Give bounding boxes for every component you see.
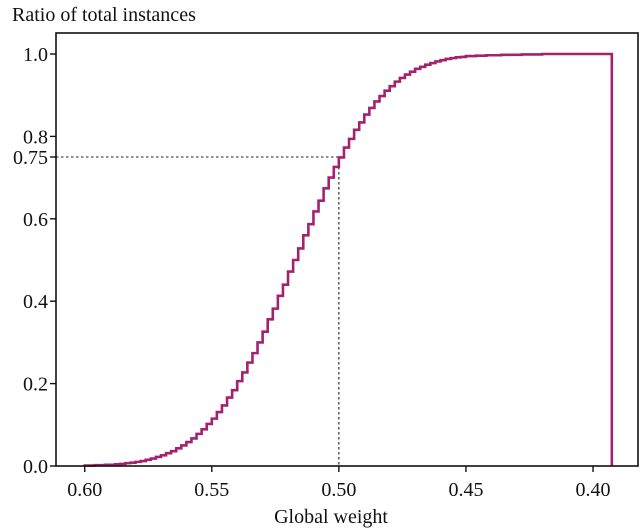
annotation-label: 0.75 [13, 147, 48, 169]
plot-frame [55, 32, 639, 467]
x-tick-label: 0.55 [194, 479, 229, 501]
y-tick-label: 0.6 [23, 209, 48, 231]
y-tick-label: 0.8 [23, 126, 48, 148]
x-tick-label: 0.50 [321, 479, 356, 501]
x-tick-label: 0.40 [576, 479, 611, 501]
y-axis-label: Ratio of total instances [12, 4, 196, 26]
y-tick-label: 0.0 [23, 456, 48, 478]
x-tick-label: 0.60 [67, 479, 102, 501]
y-tick-label: 1.0 [23, 44, 48, 66]
x-axis-label: Global weight [274, 506, 388, 528]
x-tick-label: 0.45 [448, 479, 483, 501]
y-tick-label: 0.4 [23, 291, 48, 313]
cdf-step-line [83, 52, 614, 467]
y-tick-label: 0.2 [23, 374, 48, 396]
